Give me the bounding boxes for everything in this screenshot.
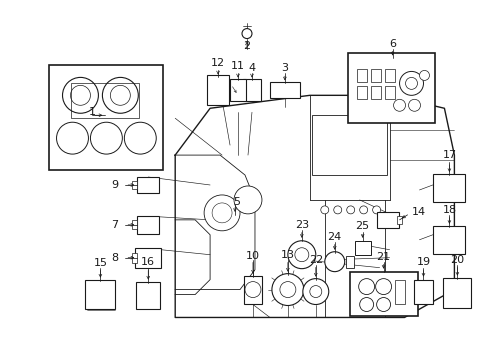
Circle shape [124, 122, 156, 154]
Text: 15: 15 [93, 258, 107, 268]
Circle shape [244, 282, 261, 298]
Text: 24: 24 [327, 232, 341, 242]
Bar [354, 241, 370, 255]
Bar [396, 216, 401, 224]
Circle shape [302, 279, 328, 305]
Bar [137, 216, 159, 234]
Bar [132, 220, 137, 229]
Circle shape [333, 206, 341, 214]
Circle shape [90, 122, 122, 154]
Bar [135, 248, 161, 268]
Text: 7: 7 [111, 220, 118, 230]
Circle shape [234, 186, 262, 214]
Bar [413, 280, 432, 303]
Text: 1: 1 [88, 107, 95, 117]
Text: 12: 12 [211, 58, 224, 68]
Bar [132, 181, 137, 189]
Circle shape [242, 28, 251, 39]
Circle shape [287, 241, 315, 269]
Text: 13: 13 [280, 250, 294, 260]
Text: 9: 9 [111, 180, 118, 190]
Bar [370, 69, 380, 82]
Text: 6: 6 [388, 39, 395, 49]
Text: 3: 3 [281, 63, 288, 73]
Text: 5: 5 [233, 197, 240, 207]
Text: 10: 10 [245, 251, 260, 261]
Bar [132, 253, 137, 263]
Text: 14: 14 [411, 207, 425, 217]
Circle shape [324, 252, 344, 272]
Circle shape [110, 85, 130, 105]
Bar [312, 115, 386, 175]
Circle shape [346, 206, 354, 214]
Bar [347, 54, 435, 123]
Circle shape [372, 206, 380, 214]
Bar [356, 69, 366, 82]
Bar [269, 82, 299, 98]
Text: 16: 16 [141, 257, 155, 267]
Bar [384, 69, 394, 82]
Bar [48, 66, 163, 170]
Bar [345, 256, 353, 268]
Text: 18: 18 [442, 205, 455, 215]
Circle shape [203, 195, 240, 231]
Circle shape [376, 298, 390, 311]
Bar [85, 280, 115, 310]
Circle shape [359, 206, 367, 214]
Circle shape [405, 77, 417, 89]
Bar [432, 226, 465, 254]
Circle shape [279, 282, 295, 298]
Circle shape [419, 71, 428, 80]
Bar [356, 86, 366, 99]
Circle shape [102, 77, 138, 113]
Circle shape [358, 279, 374, 294]
Bar [229, 80, 245, 101]
Text: 20: 20 [449, 255, 464, 265]
Bar [207, 75, 228, 105]
Text: 25: 25 [355, 221, 369, 231]
Circle shape [212, 203, 232, 223]
Text: 22: 22 [308, 255, 322, 265]
Circle shape [407, 99, 420, 111]
Bar [243, 80, 261, 101]
Circle shape [70, 85, 90, 105]
Bar [370, 86, 380, 99]
Bar [71, 83, 139, 118]
Bar [244, 276, 262, 303]
Bar [432, 174, 465, 202]
Bar [137, 177, 159, 193]
Bar [394, 280, 404, 303]
Bar [136, 282, 160, 310]
Circle shape [309, 285, 321, 298]
Bar [384, 86, 394, 99]
Bar [349, 272, 417, 316]
Circle shape [399, 71, 423, 95]
Text: 8: 8 [111, 253, 118, 263]
Circle shape [62, 77, 98, 113]
Circle shape [393, 99, 405, 111]
Circle shape [271, 274, 303, 306]
Text: 23: 23 [294, 220, 308, 230]
Circle shape [375, 279, 391, 294]
Text: 4: 4 [248, 63, 255, 73]
Text: 17: 17 [442, 150, 455, 160]
Text: 21: 21 [376, 252, 390, 262]
Bar [443, 278, 470, 307]
Bar [376, 212, 398, 228]
Circle shape [294, 248, 308, 262]
Text: 2: 2 [243, 41, 250, 50]
Text: 19: 19 [416, 257, 429, 267]
Circle shape [57, 122, 88, 154]
Circle shape [320, 206, 328, 214]
Circle shape [359, 298, 373, 311]
Text: 11: 11 [230, 62, 244, 71]
